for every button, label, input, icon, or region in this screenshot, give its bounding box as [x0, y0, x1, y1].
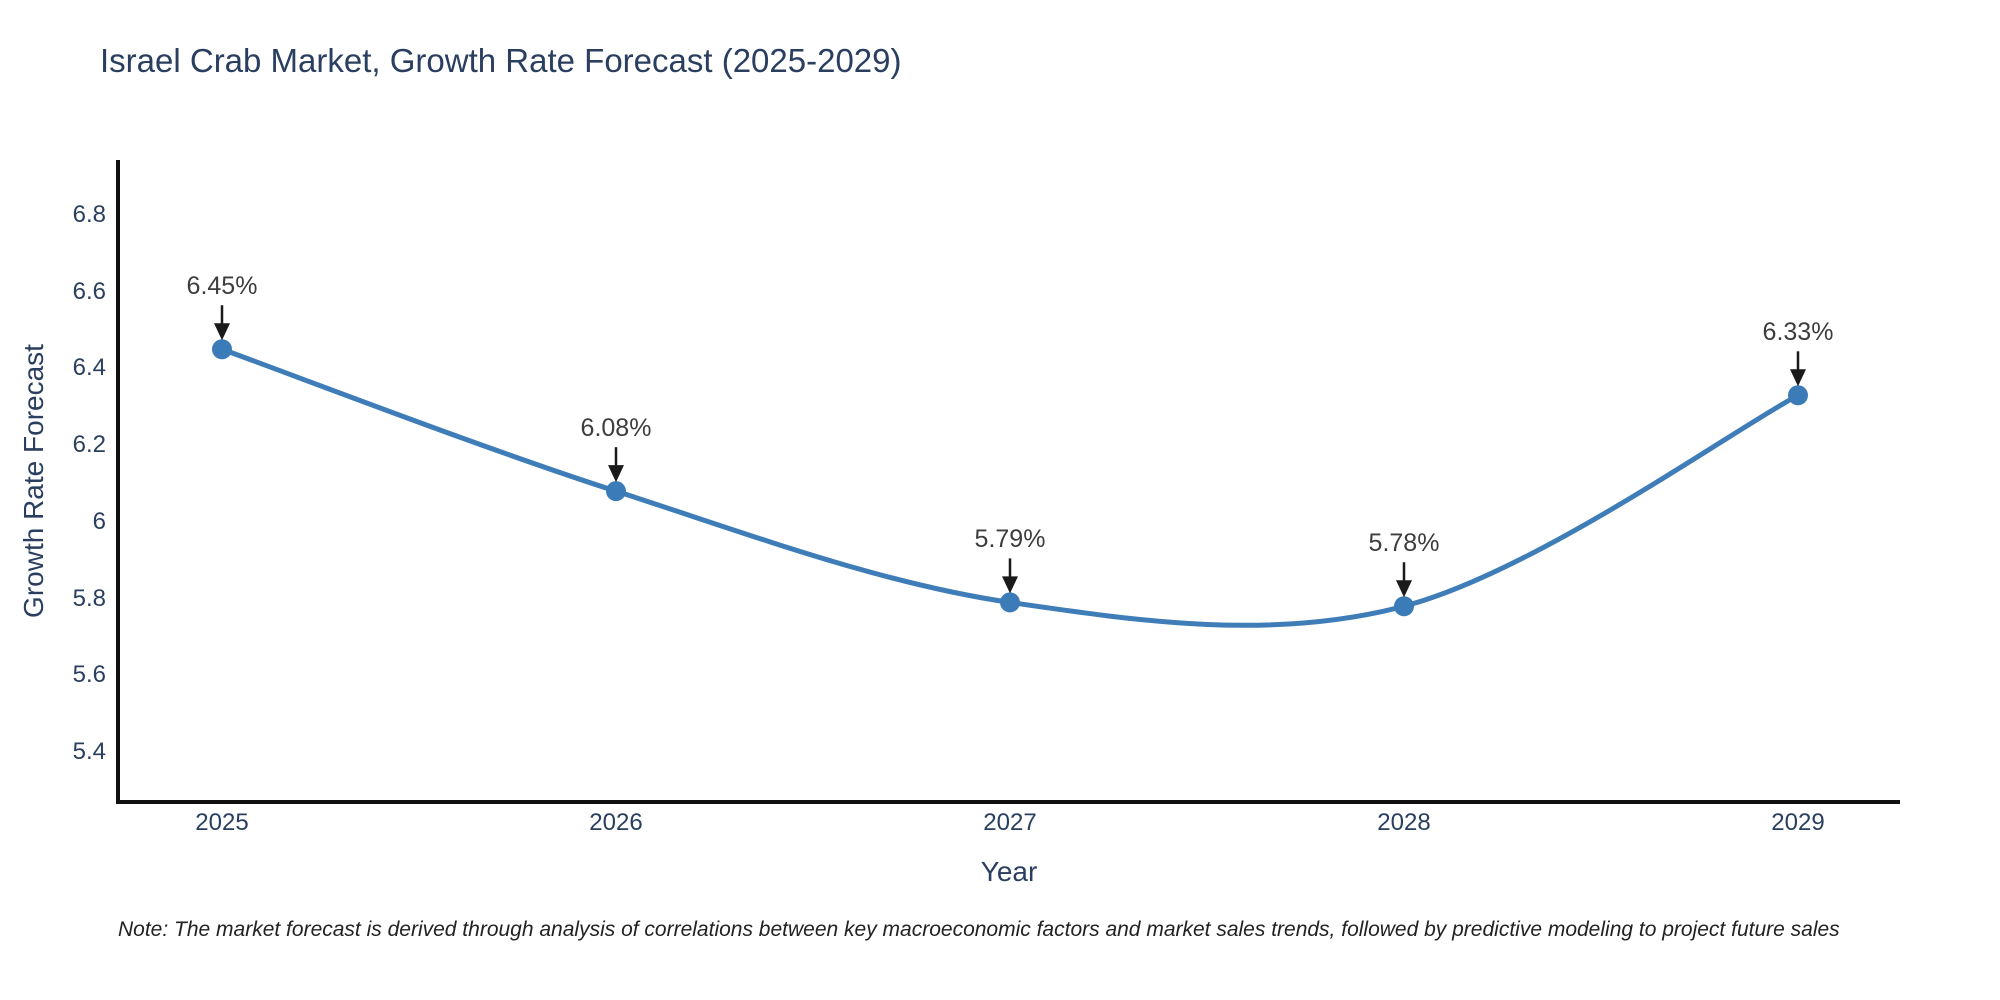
- y-tick-label-6.2: 6.2: [72, 431, 106, 459]
- y-tick-label-5.6: 5.6: [72, 661, 106, 689]
- point-label-2029: 6.33%: [1762, 318, 1834, 347]
- y-tick-label-5.8: 5.8: [72, 584, 106, 612]
- x-tick-label-2028: 2028: [1377, 809, 1431, 836]
- x-tick-label-2026: 2026: [589, 809, 643, 836]
- axis-lines: [116, 160, 1900, 804]
- x-tick-label-2025: 2025: [195, 809, 249, 836]
- x-axis-title: Year: [980, 856, 1038, 887]
- data-point-2029[interactable]: [1788, 385, 1808, 406]
- y-tick-label-6.8: 6.8: [72, 201, 106, 228]
- y-tick-label-6.6: 6.6: [72, 277, 106, 305]
- point-label-2028: 5.78%: [1368, 529, 1440, 558]
- annotation-arrowhead: [214, 323, 230, 341]
- data-point-2025[interactable]: [212, 339, 232, 360]
- y-tick-label-6: 6: [92, 507, 106, 535]
- x-tick-label-2029: 2029: [1771, 809, 1825, 836]
- x-tick-label-2027: 2027: [983, 809, 1037, 836]
- annotation-arrowhead: [608, 465, 624, 483]
- annotation-arrowhead: [1790, 369, 1806, 387]
- point-label-2027: 5.79%: [974, 525, 1046, 554]
- data-point-2027[interactable]: [1000, 592, 1020, 613]
- point-label-2026: 6.08%: [580, 414, 652, 443]
- footnote: Note: The market forecast is derived thr…: [118, 918, 1840, 941]
- data-point-2028[interactable]: [1394, 596, 1414, 617]
- y-tick-label-6.4: 6.4: [72, 354, 106, 382]
- annotation-arrowhead: [1002, 576, 1018, 594]
- y-tick-label-5.4: 5.4: [72, 737, 106, 765]
- y-axis-title: Growth Rate Forecast: [18, 344, 49, 618]
- chart-title: Israel Crab Market, Growth Rate Forecast…: [100, 42, 902, 79]
- point-label-2025: 6.45%: [186, 272, 258, 301]
- annotation-arrowhead: [1396, 580, 1412, 598]
- data-point-2026[interactable]: [606, 481, 626, 502]
